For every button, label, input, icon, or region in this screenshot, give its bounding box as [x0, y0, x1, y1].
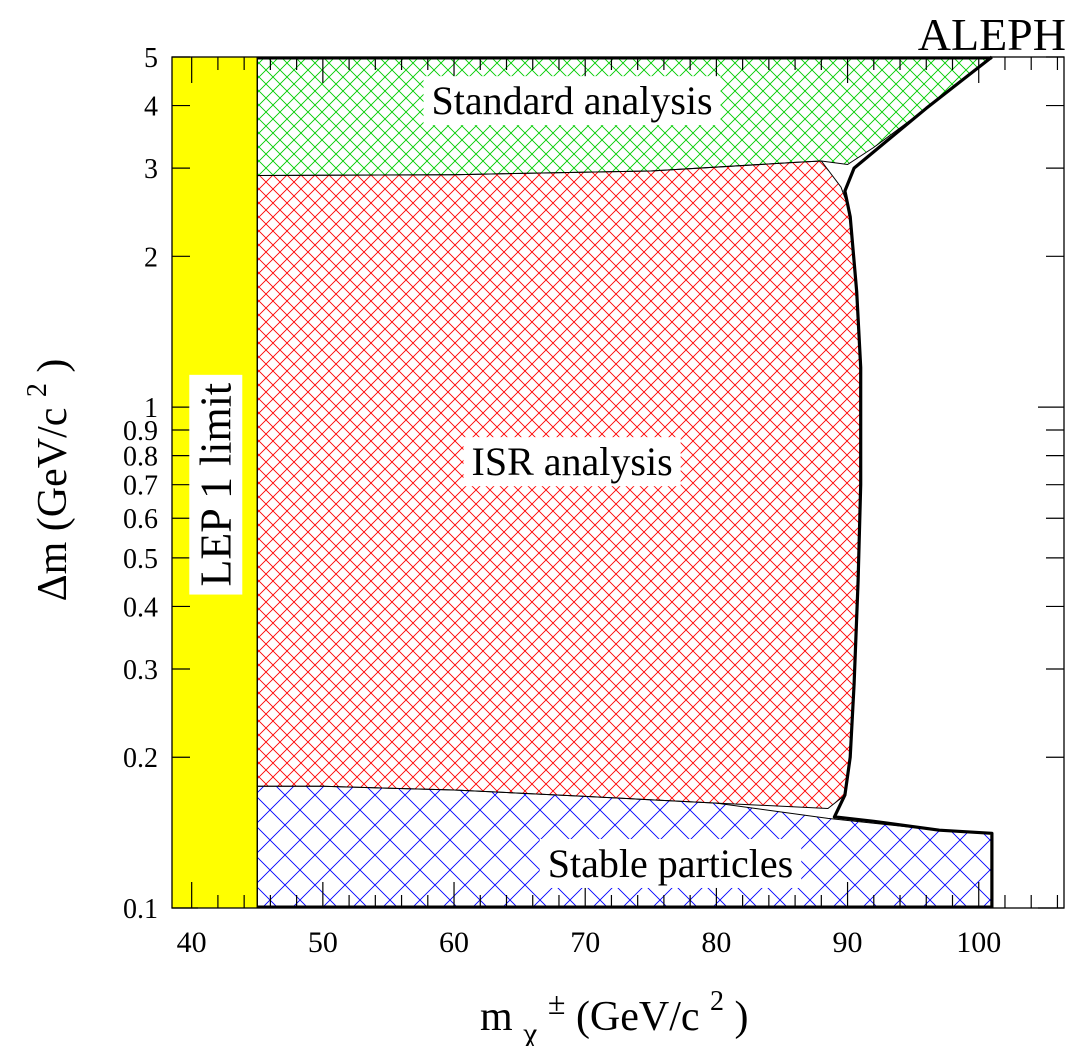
x-tick-label: 40	[177, 926, 207, 959]
region-labels-layer: Standard analysis ISR analysis Stable part…	[189, 76, 802, 888]
y-tick-label: 0.7	[123, 471, 158, 502]
y-tick-label: 0.3	[123, 655, 158, 686]
y-tick-label: 0.8	[123, 442, 158, 473]
x-axis-label: m χ ± (GeV/c 2 )	[480, 974, 749, 1046]
exclusion-boundary-line	[832, 55, 994, 908]
region-label-background	[539, 838, 802, 888]
region-label-text: Standard analysis	[432, 78, 713, 123]
y-tick-label: 0.2	[123, 743, 158, 774]
y-axis-label: Δm (GeV/c 2 )	[10, 359, 76, 602]
x-axis-label-close: )	[735, 994, 749, 1040]
ticks-layer: 40 50 60 70 80 90 100 0.1 0.2 0.3 0.4 0.5 0.60.70.80…	[123, 43, 1064, 959]
y-tick-label: 0.9	[123, 416, 158, 447]
region-label-background	[423, 76, 721, 126]
y-axis-label-sup: 2	[22, 383, 53, 397]
x-tick-label: 90	[833, 926, 863, 959]
x-tick-label: 60	[439, 926, 469, 959]
region-label-text: Stable particles	[548, 841, 793, 886]
region-label-standard-analysis: Standard analysis	[423, 76, 721, 126]
x-axis-label-units-sup: 2	[710, 986, 724, 1017]
y-tick-label: 1	[144, 393, 158, 424]
region-label-background	[463, 437, 681, 487]
y-tick-label: 0.5	[123, 544, 158, 575]
y-tick-label: 5	[144, 43, 158, 74]
chart-title: ALEPH	[918, 9, 1066, 60]
x-tick-label: 100	[956, 926, 1001, 959]
x-tick-label: 50	[308, 926, 338, 959]
region-label-isr-analysis: ISR analysis	[463, 437, 681, 487]
x-axis-label-sub: χ	[522, 1015, 538, 1046]
y-tick-label: 0.4	[123, 592, 158, 623]
x-axis-label-main: m	[480, 994, 513, 1040]
region-label-text: ISR analysis	[472, 439, 673, 484]
y-tick-label: 3	[144, 154, 158, 185]
plot-frame	[171, 56, 1065, 909]
y-tick-label: 0.1	[123, 894, 158, 925]
region-label-stable-particles: Stable particles	[539, 838, 802, 888]
x-tick-label: 80	[701, 926, 731, 959]
y-tick-label: 2	[144, 242, 158, 273]
x-tick-label: 70	[570, 926, 600, 959]
region-label-text: LEP 1 limit	[191, 383, 240, 587]
y-axis-label-close: )	[30, 359, 76, 373]
x-axis-label-units: (GeV/c	[576, 994, 700, 1040]
region-label-lep-1-limit: LEP 1 limit	[189, 374, 243, 595]
y-axis-label-main: Δm (GeV/c	[30, 408, 76, 602]
y-tick-label: 4	[144, 92, 158, 123]
boundary-layer	[257, 55, 994, 909]
y-tick-label: 0.6	[123, 504, 158, 535]
region-label-background	[189, 374, 243, 595]
x-axis-label-sup: ±	[548, 985, 566, 1021]
